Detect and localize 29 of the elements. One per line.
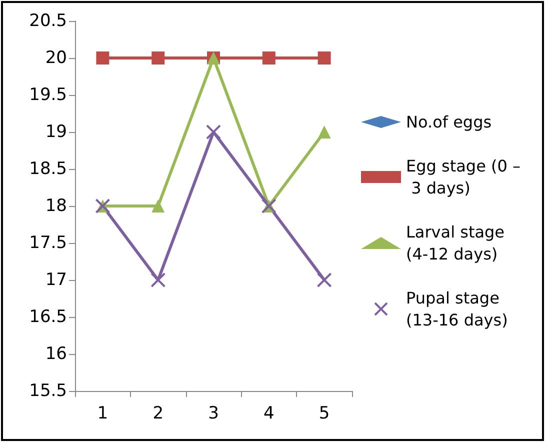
y-tick-label: 19 [45,122,67,142]
point [262,52,276,64]
point [96,52,110,64]
y-tick-label: 18 [45,196,67,216]
y-tick-label: 20.5 [29,11,67,31]
y-tick-label: 17.5 [29,233,67,253]
point [150,272,166,288]
point [316,272,332,288]
point [318,126,331,138]
y-tick-label: 15.5 [29,381,67,401]
point [152,52,165,64]
x-tick-label: 2 [152,404,164,424]
point [152,200,165,212]
y-tick-label: 16 [45,344,67,364]
y-tick-label: 19.5 [29,85,67,105]
y-tick-label: 17 [45,270,67,290]
x-tick-label: 5 [318,404,330,424]
legend-label: Larval stage (4-12 days) [406,222,510,264]
point [206,124,221,140]
legend-label: Pupal stage (13-16 days) [406,288,508,330]
x-tick-label: 4 [263,404,274,424]
x-tick-label: 1 [97,404,108,424]
legend-label: No.of eggs [406,112,492,132]
legend-label: Egg stage (0 – 3 days) [406,156,521,198]
y-tick-label: 20 [45,48,67,68]
y-tick-label: 18.5 [29,159,67,179]
x-tick-label: 3 [208,404,219,424]
point [318,52,331,64]
y-tick-label: 16.5 [29,307,67,327]
